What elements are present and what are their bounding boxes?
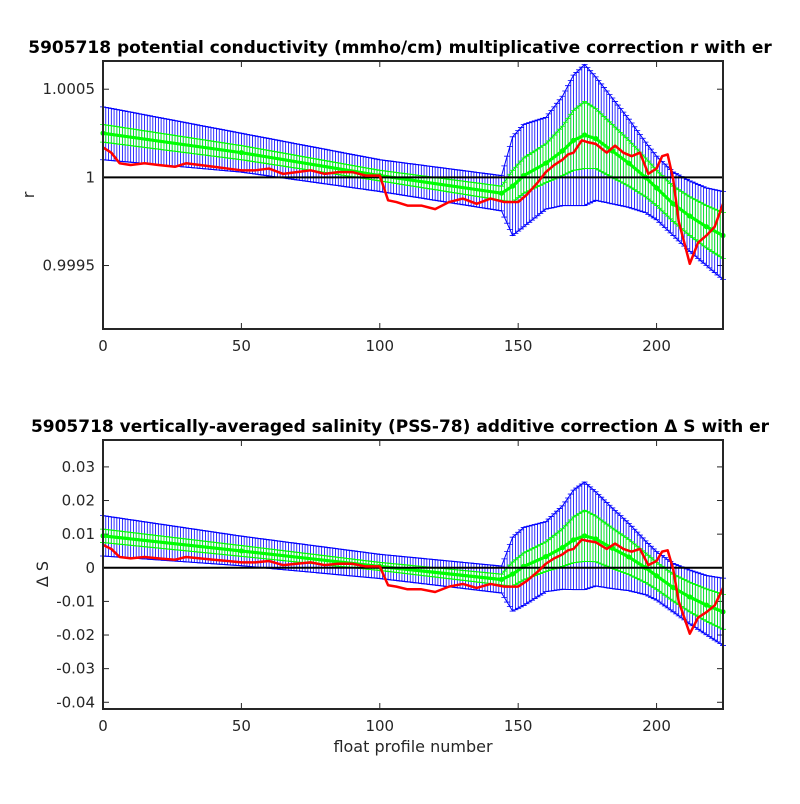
fit-point bbox=[687, 213, 693, 219]
fit-point bbox=[626, 160, 632, 166]
y-axis-label: Δ S bbox=[33, 561, 52, 587]
y-tick-label: 1.0005 bbox=[43, 80, 96, 98]
x-tick-label: 100 bbox=[365, 717, 394, 735]
error-envelope bbox=[102, 481, 724, 579]
y-tick-label: 0.02 bbox=[62, 492, 95, 510]
fit-point bbox=[670, 585, 676, 591]
y-tick-label: 0 bbox=[85, 559, 95, 577]
fit-point bbox=[654, 185, 660, 191]
fit-point bbox=[559, 148, 565, 154]
salinity-correction-panel: 5905718 vertically-averaged salinity (PS… bbox=[31, 417, 770, 756]
plot-frame bbox=[102, 60, 724, 330]
raw-correction-line bbox=[102, 139, 725, 266]
error-bars bbox=[100, 481, 726, 646]
fit-point bbox=[559, 545, 565, 551]
y-axis-label: r bbox=[19, 191, 38, 198]
fit-point bbox=[670, 201, 676, 207]
y-tick-label: 0.03 bbox=[62, 458, 95, 476]
x-tick-label: 50 bbox=[232, 717, 251, 735]
fit-point bbox=[510, 571, 516, 577]
fit-point bbox=[571, 537, 577, 543]
conductivity-correction-panel: 5905718 potential conductivity (mmho/cm)… bbox=[19, 38, 772, 355]
fit-point bbox=[626, 554, 632, 560]
fit-point bbox=[238, 548, 244, 554]
y-tick-label: -0.02 bbox=[56, 626, 95, 644]
x-tick-label: 50 bbox=[232, 337, 251, 355]
error-envelope bbox=[102, 63, 724, 192]
y-tick-label: -0.04 bbox=[56, 693, 95, 711]
fit-point bbox=[543, 160, 549, 166]
x-tick-label: 150 bbox=[504, 337, 533, 355]
plot-frame bbox=[102, 439, 724, 710]
error-bar-series bbox=[100, 100, 726, 259]
fit-point bbox=[703, 224, 709, 230]
fit-point bbox=[703, 602, 709, 608]
fit-point bbox=[687, 594, 693, 600]
data-lines bbox=[102, 139, 725, 266]
chart-title: 5905718 vertically-averaged salinity (PS… bbox=[31, 417, 770, 437]
x-tick-label: 100 bbox=[365, 337, 394, 355]
x-tick-label: 150 bbox=[504, 717, 533, 735]
fit-point bbox=[582, 533, 588, 539]
y-tick-label: 0.01 bbox=[62, 525, 95, 543]
tick-labels: 0 50 100 150 200 0.9995 1 1.0005 bbox=[43, 80, 671, 355]
error-envelope bbox=[102, 542, 724, 630]
y-tick-label: 0.9995 bbox=[43, 257, 96, 275]
error-envelope bbox=[102, 141, 724, 259]
fit-point bbox=[499, 577, 505, 583]
x-tick-label: 200 bbox=[642, 337, 671, 355]
error-envelope bbox=[102, 159, 724, 281]
error-envelope bbox=[102, 509, 724, 595]
data-lines bbox=[102, 538, 725, 635]
y-tick-label: -0.01 bbox=[56, 592, 95, 610]
x-tick-label: 0 bbox=[98, 717, 108, 735]
chart-title: 5905718 potential conductivity (mmho/cm)… bbox=[28, 38, 772, 58]
fit-point bbox=[499, 190, 505, 196]
error-bar-series bbox=[100, 509, 726, 630]
y-tick-label: 1 bbox=[85, 168, 95, 186]
fit-point bbox=[593, 536, 599, 542]
tick-labels: 0 50 100 150 200 -0.04 -0.03 -0.02 -0.01 0 0.01 0.0… bbox=[56, 458, 671, 735]
fit-point bbox=[238, 150, 244, 156]
x-axis-label: float profile number bbox=[333, 737, 493, 756]
error-envelope bbox=[102, 555, 724, 646]
fit-point bbox=[510, 183, 516, 189]
error-envelope bbox=[102, 100, 724, 214]
raw-correction-line bbox=[102, 538, 725, 635]
x-tick-label: 0 bbox=[98, 337, 108, 355]
fit-point bbox=[593, 136, 599, 142]
fit-point bbox=[654, 573, 660, 579]
fit-point bbox=[582, 132, 588, 138]
fit-point bbox=[571, 137, 577, 143]
y-tick-label: -0.03 bbox=[56, 660, 95, 678]
fit-point bbox=[543, 554, 549, 560]
x-tick-label: 200 bbox=[642, 717, 671, 735]
error-bars bbox=[100, 63, 726, 281]
